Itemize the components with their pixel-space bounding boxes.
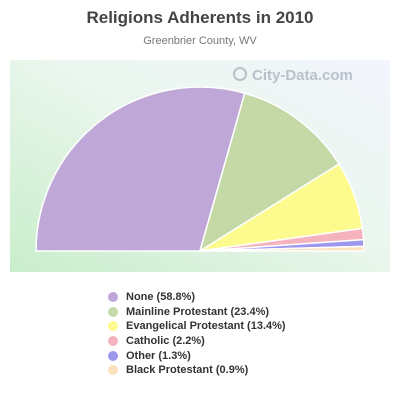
pie-slices (35, 86, 365, 253)
legend-swatch (108, 306, 118, 317)
chart-subtitle: Greenbrier County, WV (143, 35, 257, 47)
legend-swatch (108, 292, 118, 303)
legend-item: Black Protestant (0.9%) (108, 363, 388, 378)
legend-item: Mainline Protestant (23.4%) (108, 305, 388, 320)
legend: None (58.8%) Mainline Protestant (23.4%) E… (108, 290, 388, 378)
legend-item: Evangelical Protestant (13.4%) (108, 319, 388, 334)
legend-label: Evangelical Protestant (13.4%) (126, 320, 286, 333)
legend-item: Catholic (2.2%) (108, 334, 388, 349)
watermark-icon (233, 67, 247, 81)
pie-slice-1 (198, 92, 341, 253)
legend-label: Other (1.3%) (126, 349, 191, 362)
pie-slice-5 (199, 245, 365, 252)
watermark-text: City-Data.com (252, 67, 353, 84)
chart-title: Religions Adherents in 2010 (86, 8, 314, 27)
legend-swatch (108, 350, 118, 361)
legend-swatch (108, 336, 118, 347)
legend-label: Black Protestant (0.9%) (126, 364, 249, 377)
legend-label: Catholic (2.2%) (126, 335, 205, 348)
watermark: City-Data.com (233, 67, 353, 84)
pie-slice-0 (35, 86, 246, 252)
legend-label: None (58.8%) (126, 291, 196, 304)
legend-swatch (108, 365, 118, 376)
legend-swatch (108, 321, 118, 332)
legend-item: Other (1.3%) (108, 348, 388, 363)
legend-item: None (58.8%) (108, 290, 388, 305)
legend-label: Mainline Protestant (23.4%) (126, 305, 270, 318)
